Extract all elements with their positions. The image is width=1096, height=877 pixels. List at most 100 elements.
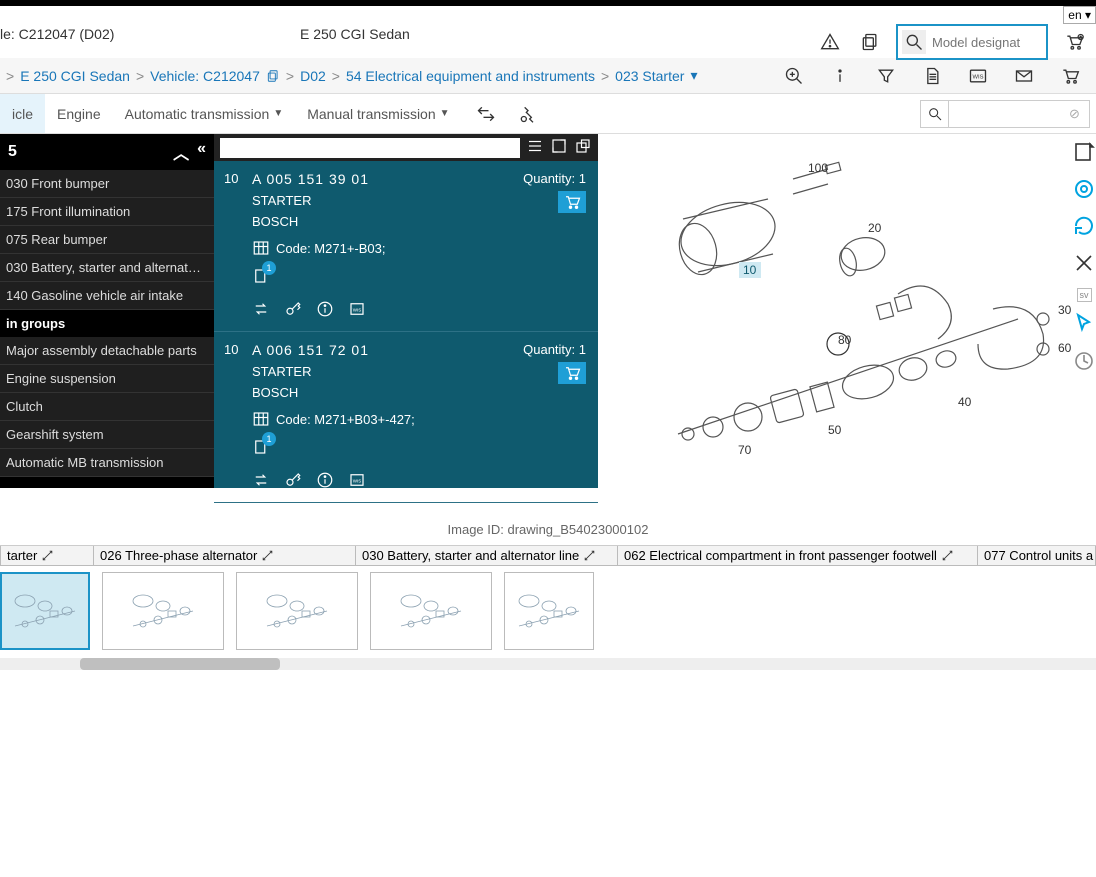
thumb-header[interactable]: 062 Electrical compartment in front pass…: [618, 546, 978, 566]
svg-text:10: 10: [743, 263, 757, 277]
drawing-panel[interactable]: 1001020306080405070 sv: [598, 134, 1096, 488]
note-badge-icon[interactable]: 1: [252, 438, 270, 456]
sidebar-item[interactable]: Automatic MB transmission: [0, 449, 214, 477]
part-manufacturer: BOSCH: [252, 214, 586, 229]
thumb[interactable]: [504, 572, 594, 650]
tab[interactable]: icle: [0, 94, 45, 133]
breadcrumb: > E 250 CGI Sedan > Vehicle: C212047 > D…: [6, 67, 780, 84]
swap-icon[interactable]: [472, 100, 500, 128]
search-icon[interactable]: [902, 30, 926, 54]
parts-search-input[interactable]: [220, 138, 520, 158]
thumb-header[interactable]: 030 Battery, starter and alternator line: [356, 546, 618, 566]
add-to-cart-button[interactable]: [558, 191, 586, 213]
thumb-header[interactable]: 026 Three-phase alternator: [94, 546, 356, 566]
copy-icon[interactable]: [856, 28, 884, 56]
crumb-3[interactable]: 54 Electrical equipment and instruments: [346, 68, 595, 84]
close-icon[interactable]: [1072, 251, 1096, 278]
part-entry[interactable]: 10Quantity: 1A 006 151 72 01STARTERBOSCH…: [214, 332, 598, 503]
crumb-0[interactable]: E 250 CGI Sedan: [20, 68, 130, 84]
sidebar-item[interactable]: Major assembly detachable parts: [0, 337, 214, 365]
model-search[interactable]: [896, 24, 1048, 60]
thumb[interactable]: [236, 572, 358, 650]
copy-icon[interactable]: [266, 69, 280, 83]
sidebar-header: 5 ︿ «: [0, 134, 214, 170]
sidebar-item[interactable]: Clutch: [0, 393, 214, 421]
key-icon[interactable]: [284, 300, 302, 321]
sidebar-item[interactable]: Engine suspension: [0, 365, 214, 393]
exploded-diagram: 1001020306080405070: [598, 134, 1096, 488]
sidebar-item[interactable]: 030 Battery, starter and alternator...: [0, 254, 214, 282]
language-select[interactable]: en ▾: [1063, 6, 1096, 24]
sidebar-item[interactable]: 030 Front bumper: [0, 170, 214, 198]
model-search-input[interactable]: [932, 35, 1042, 50]
search-icon[interactable]: [921, 101, 949, 127]
vehicle-name: E 250 CGI Sedan: [300, 26, 410, 42]
tab[interactable]: Automatic transmission▼: [113, 94, 296, 133]
thumb[interactable]: [102, 572, 224, 650]
tab[interactable]: Manual transmission▼: [295, 94, 461, 133]
thumb-header[interactable]: 077 Control units a: [978, 546, 1096, 566]
sidebar-subheader: in groups: [0, 310, 214, 337]
sidebar-item[interactable]: 140 Gasoline vehicle air intake: [0, 282, 214, 310]
cart-icon[interactable]: [1056, 62, 1084, 90]
note-icon[interactable]: [1072, 140, 1096, 167]
refresh-icon[interactable]: [1072, 214, 1096, 241]
sidebar-item[interactable]: 075 Rear bumper: [0, 226, 214, 254]
collapse-up-icon[interactable]: ︿: [173, 140, 189, 164]
crumb-2[interactable]: D02: [300, 68, 326, 84]
drawing-tools: sv: [1072, 134, 1096, 376]
swap-icon[interactable]: [252, 471, 270, 492]
thumbs-row: [0, 566, 1096, 650]
reset-view-icon[interactable]: [1072, 349, 1096, 376]
parts-search-row: [214, 134, 598, 161]
popout-icon[interactable]: [574, 137, 592, 158]
thumbs-scrollbar[interactable]: [0, 658, 1096, 670]
tabs-row: icleEngineAutomatic transmission▼Manual …: [0, 94, 1096, 134]
expand-icon[interactable]: [550, 137, 568, 158]
thumb-header[interactable]: tarter: [0, 546, 94, 566]
thumb[interactable]: [0, 572, 90, 650]
document-icon[interactable]: [918, 62, 946, 90]
cart-add-icon[interactable]: [1060, 28, 1088, 56]
part-pos: 10: [224, 342, 238, 357]
tab[interactable]: Engine: [45, 94, 113, 133]
key-icon[interactable]: [284, 471, 302, 492]
svg-text:50: 50: [828, 423, 842, 437]
warning-icon[interactable]: [816, 28, 844, 56]
wis-icon[interactable]: WIS: [964, 62, 992, 90]
part-qty: Quantity: 1: [523, 342, 586, 357]
crumb-4[interactable]: 023 Starter: [615, 68, 684, 84]
sidebar-item[interactable]: Gearshift system: [0, 421, 214, 449]
pointer-icon[interactable]: [1072, 312, 1096, 339]
svg-text:30: 30: [1058, 303, 1072, 317]
thumb[interactable]: [370, 572, 492, 650]
list-view-icon[interactable]: [526, 137, 544, 158]
info-icon[interactable]: [826, 62, 854, 90]
zoom-in-icon[interactable]: [780, 62, 808, 90]
clear-icon[interactable]: ⊘: [1069, 106, 1089, 122]
breadcrumb-tools: WIS: [780, 62, 1090, 90]
sidebar-item[interactable]: 175 Front illumination: [0, 198, 214, 226]
swap-icon[interactable]: [252, 300, 270, 321]
add-to-cart-button[interactable]: [558, 362, 586, 384]
note-badge-icon[interactable]: 1: [252, 267, 270, 285]
secondary-search[interactable]: ⊘: [920, 100, 1090, 128]
collapse-left-icon[interactable]: «: [197, 140, 206, 164]
crumb-1[interactable]: Vehicle: C212047: [150, 68, 260, 84]
svg-icon[interactable]: sv: [1077, 288, 1092, 302]
info-icon[interactable]: [316, 300, 334, 321]
parts-list: 10Quantity: 1A 005 151 39 01STARTERBOSCH…: [214, 134, 598, 488]
info-icon[interactable]: [316, 471, 334, 492]
part-name: STARTER: [252, 193, 586, 208]
wis-icon[interactable]: WIS: [348, 471, 366, 492]
wis-icon[interactable]: WIS: [348, 300, 366, 321]
bolt-icon[interactable]: [514, 100, 542, 128]
filter-icon[interactable]: [872, 62, 900, 90]
part-code: Code: M271+B03+-427;: [252, 410, 586, 428]
svg-text:60: 60: [1058, 341, 1072, 355]
target-icon[interactable]: [1072, 177, 1096, 204]
thumbs-header: tarter 026 Three-phase alternator 030 Ba…: [0, 545, 1096, 566]
part-entry[interactable]: 10Quantity: 1A 005 151 39 01STARTERBOSCH…: [214, 161, 598, 332]
mail-icon[interactable]: [1010, 62, 1038, 90]
secondary-search-input[interactable]: [949, 106, 1069, 121]
